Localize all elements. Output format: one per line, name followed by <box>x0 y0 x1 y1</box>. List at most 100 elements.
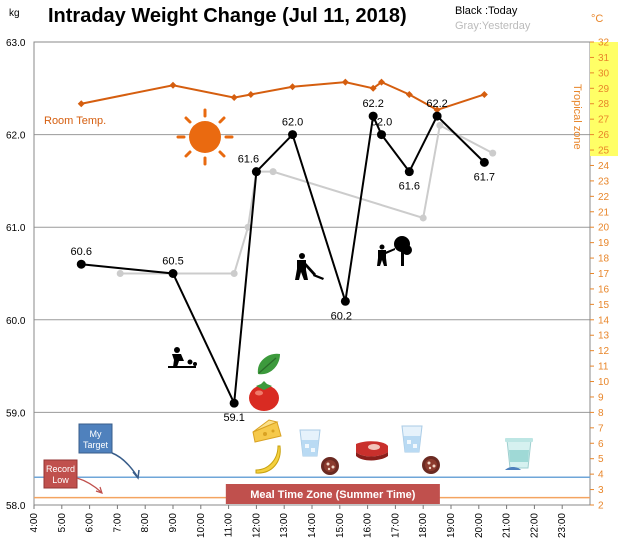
mowing-person-icon <box>295 253 324 280</box>
x-tick-label: 5:00 <box>57 513 68 533</box>
x-tick-label: 17:00 <box>390 513 401 538</box>
room-temp-point <box>433 106 441 114</box>
x-tick-label: 10:00 <box>196 513 207 538</box>
room-temp-point <box>369 84 377 92</box>
today-point <box>368 111 378 121</box>
y-right-tick-label: 17 <box>598 269 610 280</box>
today-point <box>251 167 261 177</box>
today-point <box>432 111 442 121</box>
room-temp-point <box>247 90 255 98</box>
y-left-tick-label: 60.0 <box>6 316 26 327</box>
record-low-callout: Record Low <box>43 459 103 494</box>
y-right-tick-label: 25 <box>598 146 610 157</box>
yesterday-point <box>419 214 427 222</box>
y-right-tick-label: 30 <box>598 68 610 79</box>
right-axis-unit: °C <box>591 13 603 25</box>
today-data-label: 62.2 <box>426 98 447 110</box>
my-target-callout: My Target <box>78 423 140 480</box>
today-point <box>288 130 298 140</box>
y-right-tick-label: 11 <box>598 362 609 373</box>
y-right-tick-label: 28 <box>598 99 610 110</box>
sun-icon <box>176 108 234 166</box>
x-tick-label: 14:00 <box>307 513 318 538</box>
today-data-label: 59.1 <box>223 412 244 424</box>
y-right-tick-label: 2 <box>598 501 604 512</box>
cookie-icon <box>321 457 339 475</box>
x-tick-label: 4:00 <box>29 513 40 533</box>
tropical-zone-band <box>590 42 618 157</box>
y-right-tick-label: 7 <box>598 423 604 434</box>
meal-time-zone: Meal Time Zone (Summer Time) <box>225 484 440 504</box>
y-right-tick-label: 12 <box>598 346 610 357</box>
water-glass-icon <box>401 425 423 453</box>
my-target-label-line1: My <box>90 429 102 439</box>
today-data-label: 62.0 <box>371 117 392 129</box>
meal-zone-bar <box>225 484 440 504</box>
today-data-label: 60.2 <box>331 310 352 322</box>
yesterday-point <box>230 270 238 277</box>
today-point <box>404 167 414 177</box>
x-tick-label: 15:00 <box>335 513 346 538</box>
room-temp-line <box>81 80 485 111</box>
banana-icon <box>255 445 281 474</box>
y-right-tick-label: 31 <box>598 53 610 64</box>
yesterday-point <box>269 168 277 176</box>
today-data-label: 62.0 <box>282 117 303 129</box>
today-line <box>81 112 486 407</box>
y-right-tick-label: 19 <box>598 238 610 249</box>
room-temp-point <box>169 81 177 89</box>
yesterday-point <box>116 270 124 277</box>
room-temp-point <box>405 90 413 98</box>
steak-icon <box>356 441 388 461</box>
y-right-tick-label: 29 <box>598 84 610 95</box>
today-data-label: 61.6 <box>399 181 420 193</box>
cheese-icon <box>252 419 282 443</box>
today-point <box>340 296 350 306</box>
today-data-label: 60.5 <box>162 256 183 268</box>
today-data-label: 62.2 <box>362 98 383 110</box>
y-right-tick-label: 13 <box>598 331 610 342</box>
today-data-label: 60.6 <box>71 246 92 258</box>
x-tick-label: 12:00 <box>251 513 262 538</box>
y-right-tick-label: 32 <box>598 38 610 49</box>
y-right-tick-label: 8 <box>598 408 604 419</box>
y-right-tick-label: 10 <box>598 377 610 388</box>
legend-today: Black :Today <box>455 5 518 17</box>
x-tick-label: 13:00 <box>279 513 290 538</box>
x-tick-label: 7:00 <box>112 513 123 533</box>
room-temp-point <box>341 78 349 86</box>
today-point <box>229 398 239 408</box>
room-temp-point <box>480 90 488 98</box>
today-point <box>168 269 178 278</box>
tomato-icon <box>249 381 279 411</box>
leaf-icon <box>257 353 280 375</box>
today-point <box>76 259 86 269</box>
yesterday-point <box>244 223 252 231</box>
yesterday-line <box>120 123 494 275</box>
today-data-label: 61.7 <box>474 171 495 183</box>
my-target-label-line2: Target <box>83 440 109 450</box>
y-right-tick-label: 18 <box>598 254 610 265</box>
y-left-tick-label: 63.0 <box>6 38 26 49</box>
room-temp-point <box>289 83 297 91</box>
today-point <box>479 157 489 167</box>
y-right-tick-label: 14 <box>598 315 610 326</box>
yesterday-point <box>489 149 497 157</box>
y-left-tick-label: 59.0 <box>6 408 26 419</box>
record-low-label-line2: Low <box>52 475 69 485</box>
x-tick-label: 19:00 <box>446 513 457 538</box>
record-low-label-line1: Record <box>46 464 75 474</box>
y-right-tick-label: 6 <box>598 439 604 450</box>
tree-pruning-person-icon <box>377 236 412 266</box>
room-temp-point <box>77 100 85 108</box>
room-temp-point <box>230 94 238 102</box>
legend-yesterday: Gray:Yesterday <box>455 20 531 32</box>
gardening-person-icon <box>168 347 197 368</box>
series-yesterday <box>116 121 497 277</box>
y-left-tick-label: 58.0 <box>6 501 26 512</box>
y-right-tick-label: 23 <box>598 176 610 187</box>
yesterday-point <box>436 121 444 129</box>
y-right-tick-label: 16 <box>598 284 610 295</box>
x-tick-label: 11:00 <box>224 513 235 538</box>
